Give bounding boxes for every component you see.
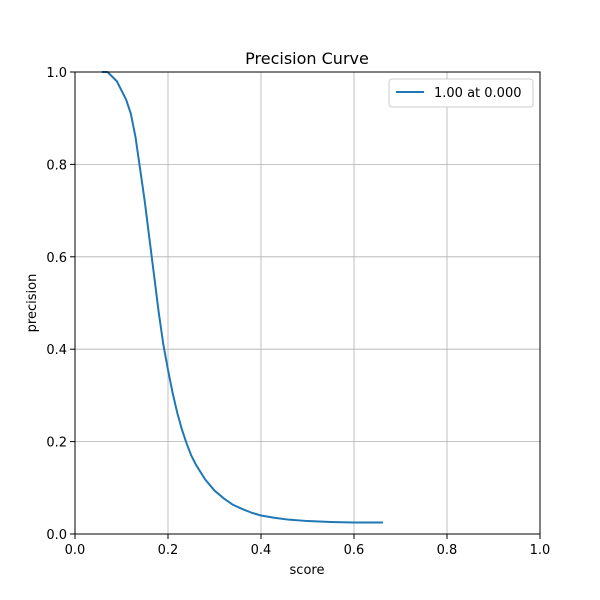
- x-tick-label: 0.0: [65, 543, 86, 558]
- x-tick-label: 1.0: [530, 543, 551, 558]
- y-tick-label: 0.8: [46, 158, 67, 173]
- grid: [74, 71, 541, 535]
- legend-box: [388, 78, 534, 108]
- legend-label: 1.00 at 0.000: [434, 86, 522, 101]
- y-tick-label: 1.0: [46, 66, 67, 81]
- x-tick-label: 0.6: [344, 543, 365, 558]
- x-tick-label: 0.8: [437, 543, 458, 558]
- series-line-0: [101, 71, 383, 524]
- y-tick-label: 0.4: [46, 343, 67, 358]
- x-tick-label: 0.4: [251, 543, 272, 558]
- chart-title: Precision Curve: [245, 49, 369, 68]
- y-axis-title: precision: [25, 274, 40, 333]
- plot-frame: [74, 71, 541, 535]
- x-axis-title: score: [290, 563, 325, 578]
- axis-ticks: [70, 71, 541, 539]
- y-tick-label: 0.6: [46, 251, 67, 266]
- legend: 1.00 at 0.000: [388, 78, 534, 108]
- x-tick-label: 0.2: [158, 543, 179, 558]
- y-tick-label: 0.2: [46, 436, 67, 451]
- y-tick-label: 0.0: [46, 528, 67, 543]
- y-tick-labels: 0.0 0.2 0.4 0.6 0.8 1.0: [46, 66, 67, 543]
- series-lines: [101, 71, 383, 524]
- x-tick-labels: 0.0 0.2 0.4 0.6 0.8 1.0: [65, 543, 551, 558]
